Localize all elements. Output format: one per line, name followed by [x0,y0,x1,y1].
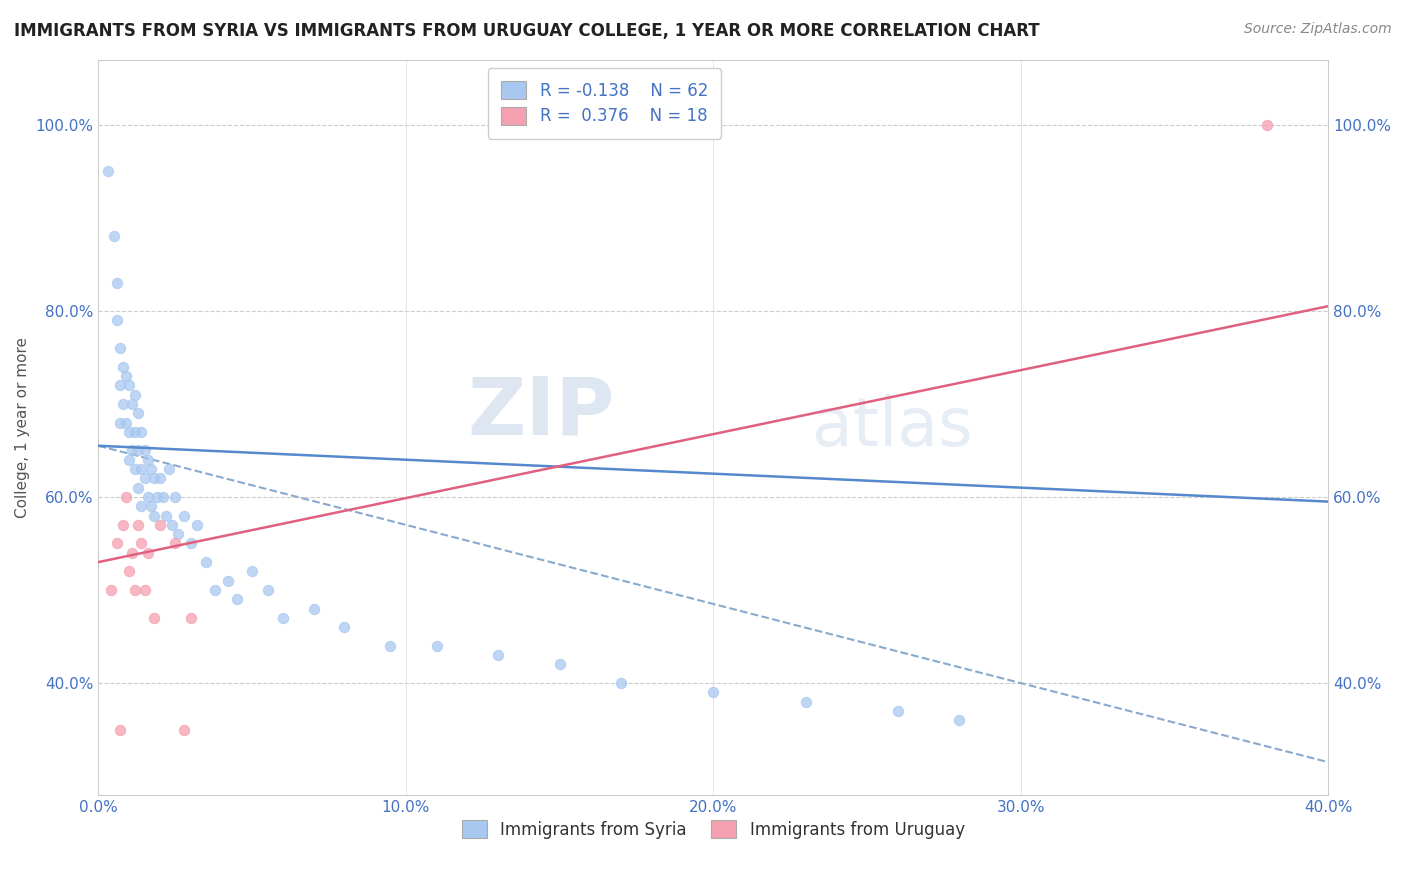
Point [100,582,122,597]
Point [103,229,125,244]
Point [111,397,134,411]
Point [111,359,134,374]
Point [118,565,141,579]
Point [149,471,172,485]
Point [486,648,509,662]
Point [240,565,263,579]
Point [115,490,138,504]
Point [131,500,153,514]
Point [105,313,128,327]
Point [134,471,156,485]
Point [165,490,187,504]
Point [131,462,153,476]
Text: Source: ZipAtlas.com: Source: ZipAtlas.com [1244,22,1392,37]
Point [142,471,165,485]
Point [131,425,153,439]
Point [167,527,190,541]
Point [136,546,159,560]
Point [217,574,239,588]
Point [121,397,143,411]
Point [186,517,208,532]
Point [225,592,247,607]
Point [139,500,162,514]
Point [702,685,724,699]
Point [256,582,278,597]
Point [165,536,187,550]
Point [121,546,143,560]
Point [173,508,195,523]
Point [108,378,131,392]
Point [115,368,138,383]
Point [105,536,128,550]
Point [948,713,970,727]
Point [380,639,402,653]
Point [146,490,169,504]
Text: ZIP: ZIP [468,374,614,451]
Point [118,425,141,439]
Point [180,536,202,550]
Point [173,723,195,737]
Point [124,582,146,597]
Point [108,341,131,355]
Legend: Immigrants from Syria, Immigrants from Uruguay: Immigrants from Syria, Immigrants from U… [456,814,972,846]
Point [302,601,325,615]
Point [139,462,162,476]
Point [124,387,146,401]
Point [157,462,180,476]
Point [794,695,817,709]
Point [271,611,294,625]
Point [142,611,165,625]
Text: atlas: atlas [811,394,973,460]
Point [160,517,183,532]
Point [426,639,449,653]
Point [124,425,146,439]
Point [127,443,149,458]
Point [108,416,131,430]
Point [121,443,143,458]
Point [136,490,159,504]
Point [548,657,571,672]
Point [127,406,149,420]
Point [111,517,134,532]
Point [127,481,149,495]
Y-axis label: College, 1 year or more: College, 1 year or more [15,336,30,517]
Point [155,508,177,523]
Point [195,555,218,569]
Point [149,517,172,532]
Point [118,452,141,467]
Point [115,416,138,430]
Text: IMMIGRANTS FROM SYRIA VS IMMIGRANTS FROM URUGUAY COLLEGE, 1 YEAR OR MORE CORRELA: IMMIGRANTS FROM SYRIA VS IMMIGRANTS FROM… [14,22,1039,40]
Point [127,517,149,532]
Point [204,582,226,597]
Point [134,443,156,458]
Point [1256,118,1278,132]
Point [118,378,141,392]
Point [105,276,128,290]
Point [152,490,174,504]
Point [108,723,131,737]
Point [134,582,156,597]
Point [142,508,165,523]
Point [131,536,153,550]
Point [333,620,356,634]
Point [610,676,633,690]
Point [887,704,910,718]
Point [97,164,120,178]
Point [124,462,146,476]
Point [136,452,159,467]
Point [180,611,202,625]
